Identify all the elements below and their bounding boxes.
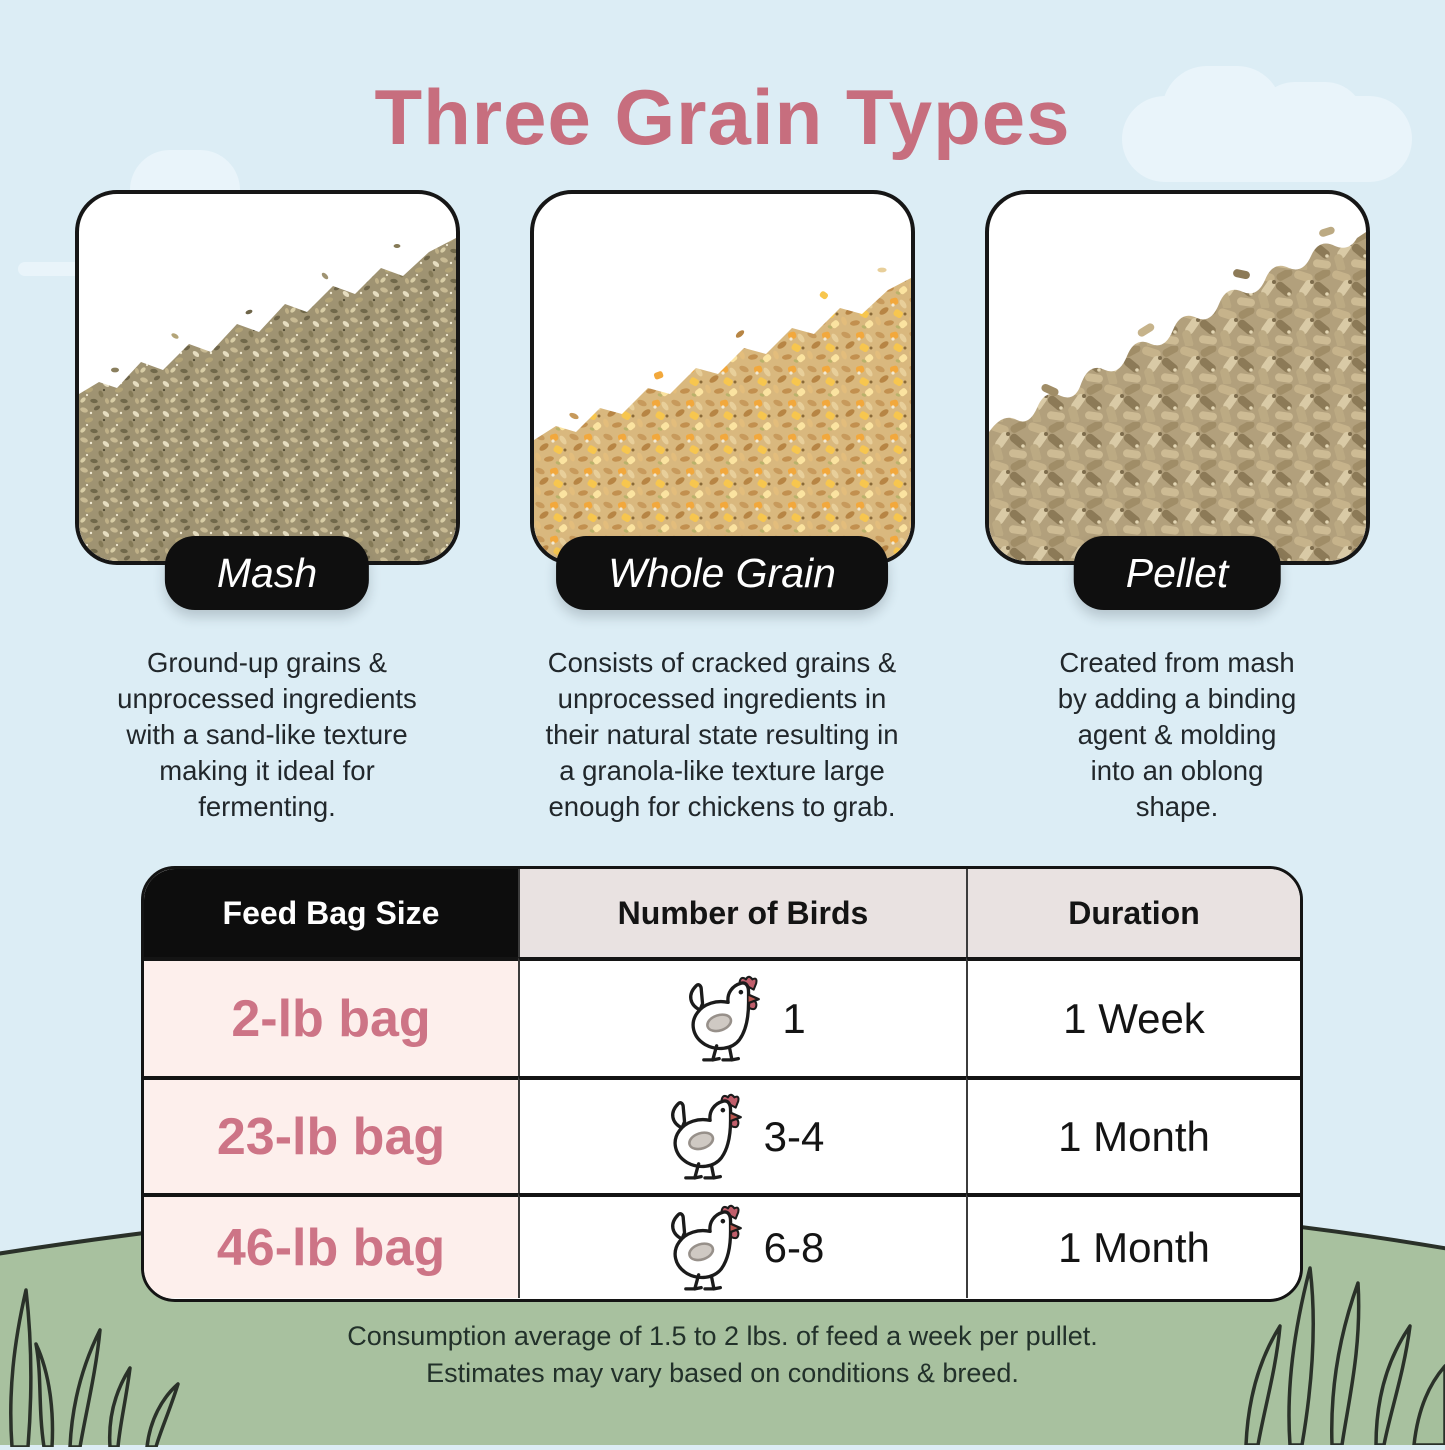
grain-label-badge-mash: Mash xyxy=(164,536,370,610)
consumption-note: Consumption average of 1.5 to 2 lbs. of … xyxy=(0,1318,1445,1392)
grass-tuft xyxy=(1244,1266,1445,1445)
cloud xyxy=(1255,82,1365,162)
chicken-icon xyxy=(680,973,766,1065)
pellet-grain-image xyxy=(989,226,1366,561)
duration-cell: 1 Week xyxy=(966,957,1300,1076)
bird-count: 1 xyxy=(782,994,806,1042)
duration-cell: 1 Month xyxy=(966,1076,1300,1193)
grain-card-mash xyxy=(75,190,460,565)
consumption-note-line1: Consumption average of 1.5 to 2 lbs. of … xyxy=(347,1321,1098,1351)
bird-count-cell: 3-4 xyxy=(518,1076,966,1193)
bird-count-cell: 1 xyxy=(518,957,966,1076)
page-title: Three Grain Types xyxy=(374,73,1071,161)
duration-cell: 1 Month xyxy=(966,1193,1300,1298)
bag-size-cell: 46-lb bag xyxy=(144,1193,518,1298)
grass-tuft xyxy=(9,1288,180,1447)
feed-table-header-number-of-birds: Number of Birds xyxy=(518,869,966,957)
grain-description-pellet: Created from mash by adding a binding ag… xyxy=(1057,647,1297,822)
grain-label-badge-whole-grain: Whole Grain xyxy=(556,536,888,610)
bird-count: 6-8 xyxy=(763,1223,825,1271)
grain-description-mash: Ground-up grains & unprocessed ingredien… xyxy=(117,647,417,822)
consumption-note-line2: Estimates may vary based on conditions &… xyxy=(426,1358,1019,1388)
feed-table-header-duration: Duration xyxy=(966,869,1300,957)
feed-table-header-bag-size: Feed Bag Size xyxy=(144,869,518,957)
mash-grain-image xyxy=(79,238,456,561)
chicken-icon xyxy=(662,1091,748,1183)
bag-size-cell: 2-lb bag xyxy=(144,957,518,1076)
feed-table: Feed Bag Size Number of Birds Duration 2… xyxy=(141,866,1303,1302)
grain-label-badge-pellet: Pellet xyxy=(1073,536,1281,610)
bird-count-cell: 6-8 xyxy=(518,1193,966,1298)
grain-card-pellet xyxy=(985,190,1370,565)
bag-size-cell: 23-lb bag xyxy=(144,1076,518,1193)
grain-description-whole-grain: Consists of cracked grains & unprocessed… xyxy=(545,647,899,822)
whole-grain-image xyxy=(534,267,911,561)
grain-card-whole-grain xyxy=(530,190,915,565)
chicken-icon xyxy=(662,1202,748,1294)
bird-count: 3-4 xyxy=(763,1112,825,1160)
